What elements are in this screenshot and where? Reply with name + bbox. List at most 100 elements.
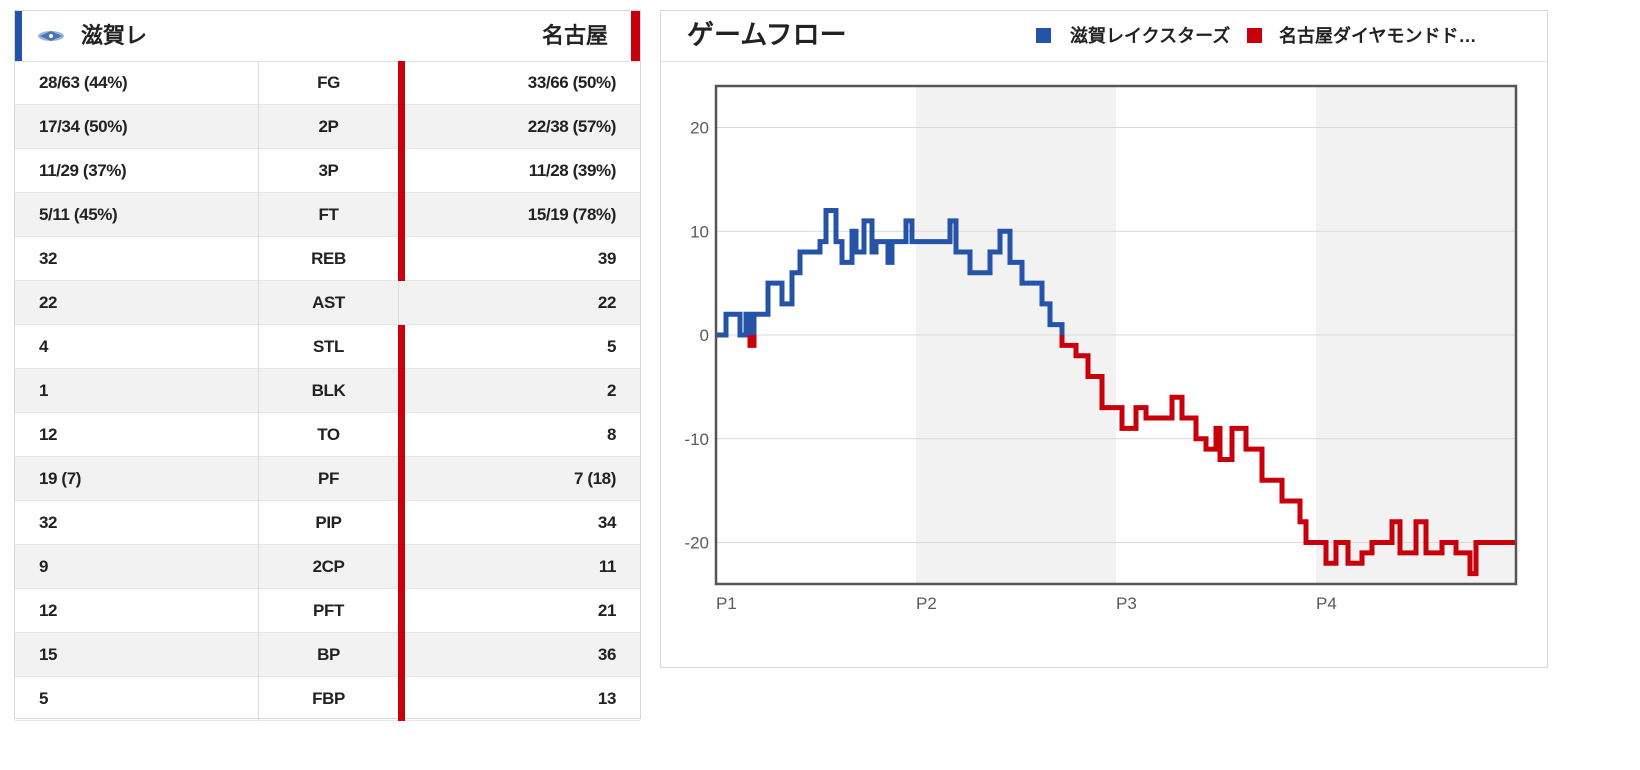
- stat-label: FG: [258, 61, 398, 105]
- stat-label: PFT: [258, 589, 398, 633]
- stat-row-pip: 32 PIP 34: [15, 501, 640, 545]
- stat-row-stl: 4 STL 5: [15, 325, 640, 369]
- away-advantage-bar: [398, 633, 405, 677]
- stat-label: STL: [258, 325, 398, 369]
- game-flow-title: ゲームフロー: [687, 20, 847, 50]
- legend-label-away: 名古屋ダイヤモンドド…: [1279, 26, 1477, 46]
- x-tick-label: P1: [716, 594, 737, 613]
- divider: [398, 281, 399, 325]
- home-stat-value: 22: [39, 293, 58, 312]
- stat-label: TO: [258, 413, 398, 457]
- game-flow-chart: 20 10 0 -10 -20 P1 P2 P3 P4: [684, 84, 1518, 613]
- home-stat-value: 12: [39, 425, 58, 444]
- stat-label: PIP: [258, 501, 398, 545]
- home-stat-value: 19 (7): [39, 469, 82, 488]
- away-stat-value: 7 (18): [573, 469, 616, 488]
- stat-label: FT: [258, 193, 398, 237]
- legend-swatch-away: [1247, 28, 1262, 43]
- x-tick-label: P4: [1316, 594, 1337, 613]
- away-lead-line: [1059, 335, 1516, 577]
- stat-row-blk: 1 BLK 2: [15, 369, 640, 413]
- legend-swatch-home: [1036, 28, 1051, 43]
- stat-label: 2CP: [258, 545, 398, 589]
- home-color-bar: [15, 11, 22, 61]
- away-stat-value: 11: [598, 557, 617, 576]
- home-lead-line: [751, 208, 1065, 335]
- home-stat-value: 17/34 (50%): [39, 117, 128, 136]
- home-stat-value: 32: [39, 249, 58, 268]
- away-advantage-bar: [398, 369, 405, 413]
- home-stat-value: 32: [39, 513, 58, 532]
- away-advantage-bar: [398, 237, 405, 281]
- stats-header: 滋賀レ 名古屋: [15, 11, 640, 62]
- away-advantage-bar: [398, 677, 405, 721]
- home-stat-value: 5/11 (45%): [39, 205, 118, 224]
- game-flow-panel: ゲームフロー 滋賀レイクスターズ 名古屋ダイヤモンドド… 20 10 0 -10 -20…: [660, 10, 1548, 668]
- away-stat-value: 33/66 (50%): [527, 73, 617, 92]
- home-stat-value: 1: [39, 381, 49, 400]
- home-team-name: 滋賀レ: [81, 23, 148, 48]
- y-tick-label: 0: [700, 326, 709, 345]
- stat-label: BLK: [258, 369, 398, 413]
- y-tick-label: 10: [690, 222, 709, 241]
- stat-row-fg: 28/63 (44%) FG 33/66 (50%): [15, 61, 640, 105]
- lakestars-logo-icon: [38, 31, 64, 41]
- stat-row-fbp: 5 FBP 13: [15, 677, 640, 721]
- home-stat-value: 9: [39, 557, 49, 576]
- away-advantage-bar: [398, 501, 405, 545]
- away-advantage-bar: [398, 149, 405, 193]
- stat-row-pf: 19 (7) PF 7 (18): [15, 457, 640, 501]
- stat-row-bp: 15 BP 36: [15, 633, 640, 677]
- stat-label: FBP: [258, 677, 398, 721]
- away-stat-value: 34: [597, 513, 617, 532]
- away-advantage-bar: [398, 457, 405, 501]
- stat-row-reb: 32 REB 39: [15, 237, 640, 281]
- away-stat-value: 2: [606, 381, 616, 400]
- away-stat-value: 36: [597, 645, 617, 664]
- away-stat-value: 8: [606, 425, 616, 444]
- away-advantage-bar: [398, 325, 405, 369]
- away-stat-value: 39: [597, 249, 617, 268]
- legend-label-home: 滋賀レイクスターズ: [1070, 26, 1231, 46]
- stat-label: AST: [258, 281, 398, 325]
- stat-row-3p: 11/29 (37%) 3P 11/28 (39%): [15, 149, 640, 193]
- stat-row-ast: 22 AST 22: [15, 281, 640, 325]
- home-stat-value: 15: [39, 645, 58, 664]
- away-stat-value: 22: [597, 293, 617, 312]
- away-advantage-bar: [398, 589, 405, 633]
- away-advantage-bar: [398, 545, 405, 589]
- y-tick-label: -20: [684, 534, 709, 553]
- home-stat-value: 4: [39, 337, 49, 356]
- stat-row-pft: 12 PFT 21: [15, 589, 640, 633]
- stat-row-ft: 5/11 (45%) FT 15/19 (78%): [15, 193, 640, 237]
- home-stat-value: 5: [39, 689, 49, 708]
- stat-label: 3P: [258, 149, 398, 193]
- away-team-name: 名古屋: [541, 23, 608, 48]
- away-advantage-bar: [398, 61, 405, 105]
- stat-label: 2P: [258, 105, 398, 149]
- away-color-bar: [631, 11, 640, 61]
- home-stat-value: 12: [39, 601, 58, 620]
- team-stats-table: 滋賀レ 名古屋 28/63 (44%) FG 33/66 (50%) 17/34 (5…: [14, 10, 641, 721]
- stat-label: BP: [258, 633, 398, 677]
- stat-rows: 28/63 (44%) FG 33/66 (50%) 17/34 (50%) 2P 22/…: [15, 61, 640, 721]
- y-tick-label: 20: [690, 119, 709, 138]
- away-advantage-bar: [398, 193, 405, 237]
- home-lead-line: [716, 311, 753, 338]
- home-stat-value: 28/63 (44%): [39, 73, 128, 92]
- stat-row-2p: 17/34 (50%) 2P 22/38 (57%): [15, 105, 640, 149]
- away-stat-value: 22/38 (57%): [527, 117, 617, 136]
- away-stat-value: 15/19 (78%): [527, 205, 617, 224]
- stat-label: REB: [258, 237, 398, 281]
- away-advantage-bar: [398, 105, 405, 149]
- game-flow-header: ゲームフロー 滋賀レイクスターズ 名古屋ダイヤモンドド…: [661, 11, 1547, 62]
- x-tick-label: P2: [916, 594, 937, 613]
- home-stat-value: 11/29 (37%): [39, 161, 127, 180]
- away-advantage-bar: [398, 413, 405, 457]
- away-stat-value: 11/28 (39%): [528, 161, 617, 180]
- stat-row-to: 12 TO 8: [15, 413, 640, 457]
- stat-row-2cp: 9 2CP 11: [15, 545, 640, 589]
- away-stat-value: 21: [597, 601, 617, 620]
- plot-frame: [714, 84, 1518, 586]
- away-stat-value: 5: [606, 337, 616, 356]
